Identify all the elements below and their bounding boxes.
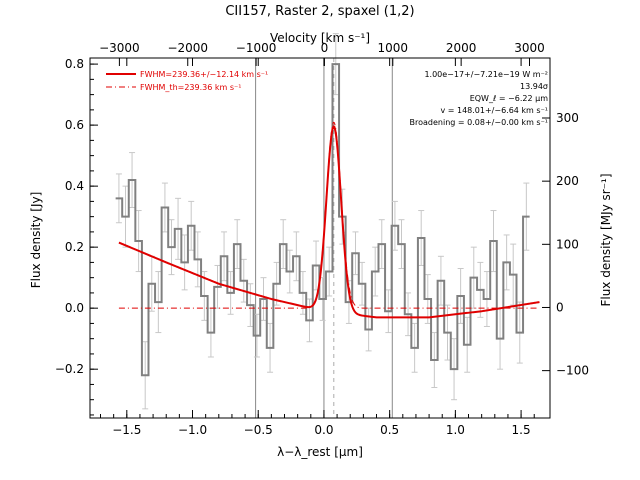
right-axis-label: Flux density [MJy sr⁻¹] bbox=[599, 173, 613, 306]
right-tick-label: 300 bbox=[556, 111, 579, 125]
legend-label-fwhm-th: FWHM_th=239.36 km s⁻¹ bbox=[140, 83, 241, 92]
legend: FWHM=239.36+/−12.14 km s⁻¹ FWHM_th=239.3… bbox=[106, 70, 268, 92]
x-tick-label: 1.0 bbox=[446, 423, 465, 437]
plot-area: −1.5 −1.0 −0.5 0.0 0.5 1.0 1.5 −0.2 0.0 0.2 0.4 0.6… bbox=[55, 33, 589, 437]
legend-label-fwhm: FWHM=239.36+/−12.14 km s⁻¹ bbox=[140, 70, 268, 79]
right-tick-label: −100 bbox=[556, 364, 589, 378]
top-tick-label: 1000 bbox=[378, 41, 409, 55]
x-tick-label: 0.5 bbox=[380, 423, 399, 437]
annotation-line-flux: 1.00e−17+/−7.21e−19 W m⁻² bbox=[424, 70, 548, 79]
annotation-eqw: EQW_ℓ = −6.22 μm bbox=[470, 94, 549, 103]
fit-annotations: 1.00e−17+/−7.21e−19 W m⁻² 13.94σ EQW_ℓ =… bbox=[410, 70, 549, 127]
y-tick-label: 0.6 bbox=[65, 118, 84, 132]
y-axis-label: Flux density [Jy] bbox=[29, 192, 43, 289]
right-tick-label: 100 bbox=[556, 237, 579, 251]
right-tick-label: 0 bbox=[556, 300, 564, 314]
x-tick-label: 0.0 bbox=[314, 423, 333, 437]
annotation-significance: 13.94σ bbox=[520, 82, 548, 91]
top-tick-label: 2000 bbox=[446, 41, 477, 55]
y-tick-label: 0.8 bbox=[65, 57, 84, 71]
top-axis-label: Velocity [km s⁻¹] bbox=[270, 31, 370, 45]
x-tick-label: −0.5 bbox=[244, 423, 273, 437]
y-tick-label: 0.0 bbox=[65, 301, 84, 315]
model-gaussian-component bbox=[118, 121, 540, 309]
top-tick-label: 0 bbox=[321, 41, 329, 55]
y-tick-label: 0.2 bbox=[65, 240, 84, 254]
x-tick-label: −1.5 bbox=[112, 423, 141, 437]
y-tick-label: −0.2 bbox=[55, 362, 84, 376]
annotation-velocity: v = 148.01+/−6.64 km s⁻¹ bbox=[440, 106, 548, 115]
top-tick-label: 3000 bbox=[514, 41, 545, 55]
x-tick-label: 1.5 bbox=[512, 423, 531, 437]
plot-frame bbox=[89, 57, 551, 419]
annotation-broadening: Broadening = 0.08+/−0.00 km s⁻¹ bbox=[410, 118, 548, 127]
top-tick-label: −2000 bbox=[167, 41, 208, 55]
top-tick-label: −3000 bbox=[99, 41, 140, 55]
top-tick-label: −1000 bbox=[236, 41, 277, 55]
x-axis-label: λ−λ_rest [μm] bbox=[277, 445, 363, 459]
chart-title: CII157, Raster 2, spaxel (1,2) bbox=[225, 4, 414, 19]
x-tick-label: −1.0 bbox=[178, 423, 207, 437]
right-tick-label: 200 bbox=[556, 174, 579, 188]
y-tick-label: 0.4 bbox=[65, 179, 84, 193]
data-series-line bbox=[115, 63, 530, 377]
